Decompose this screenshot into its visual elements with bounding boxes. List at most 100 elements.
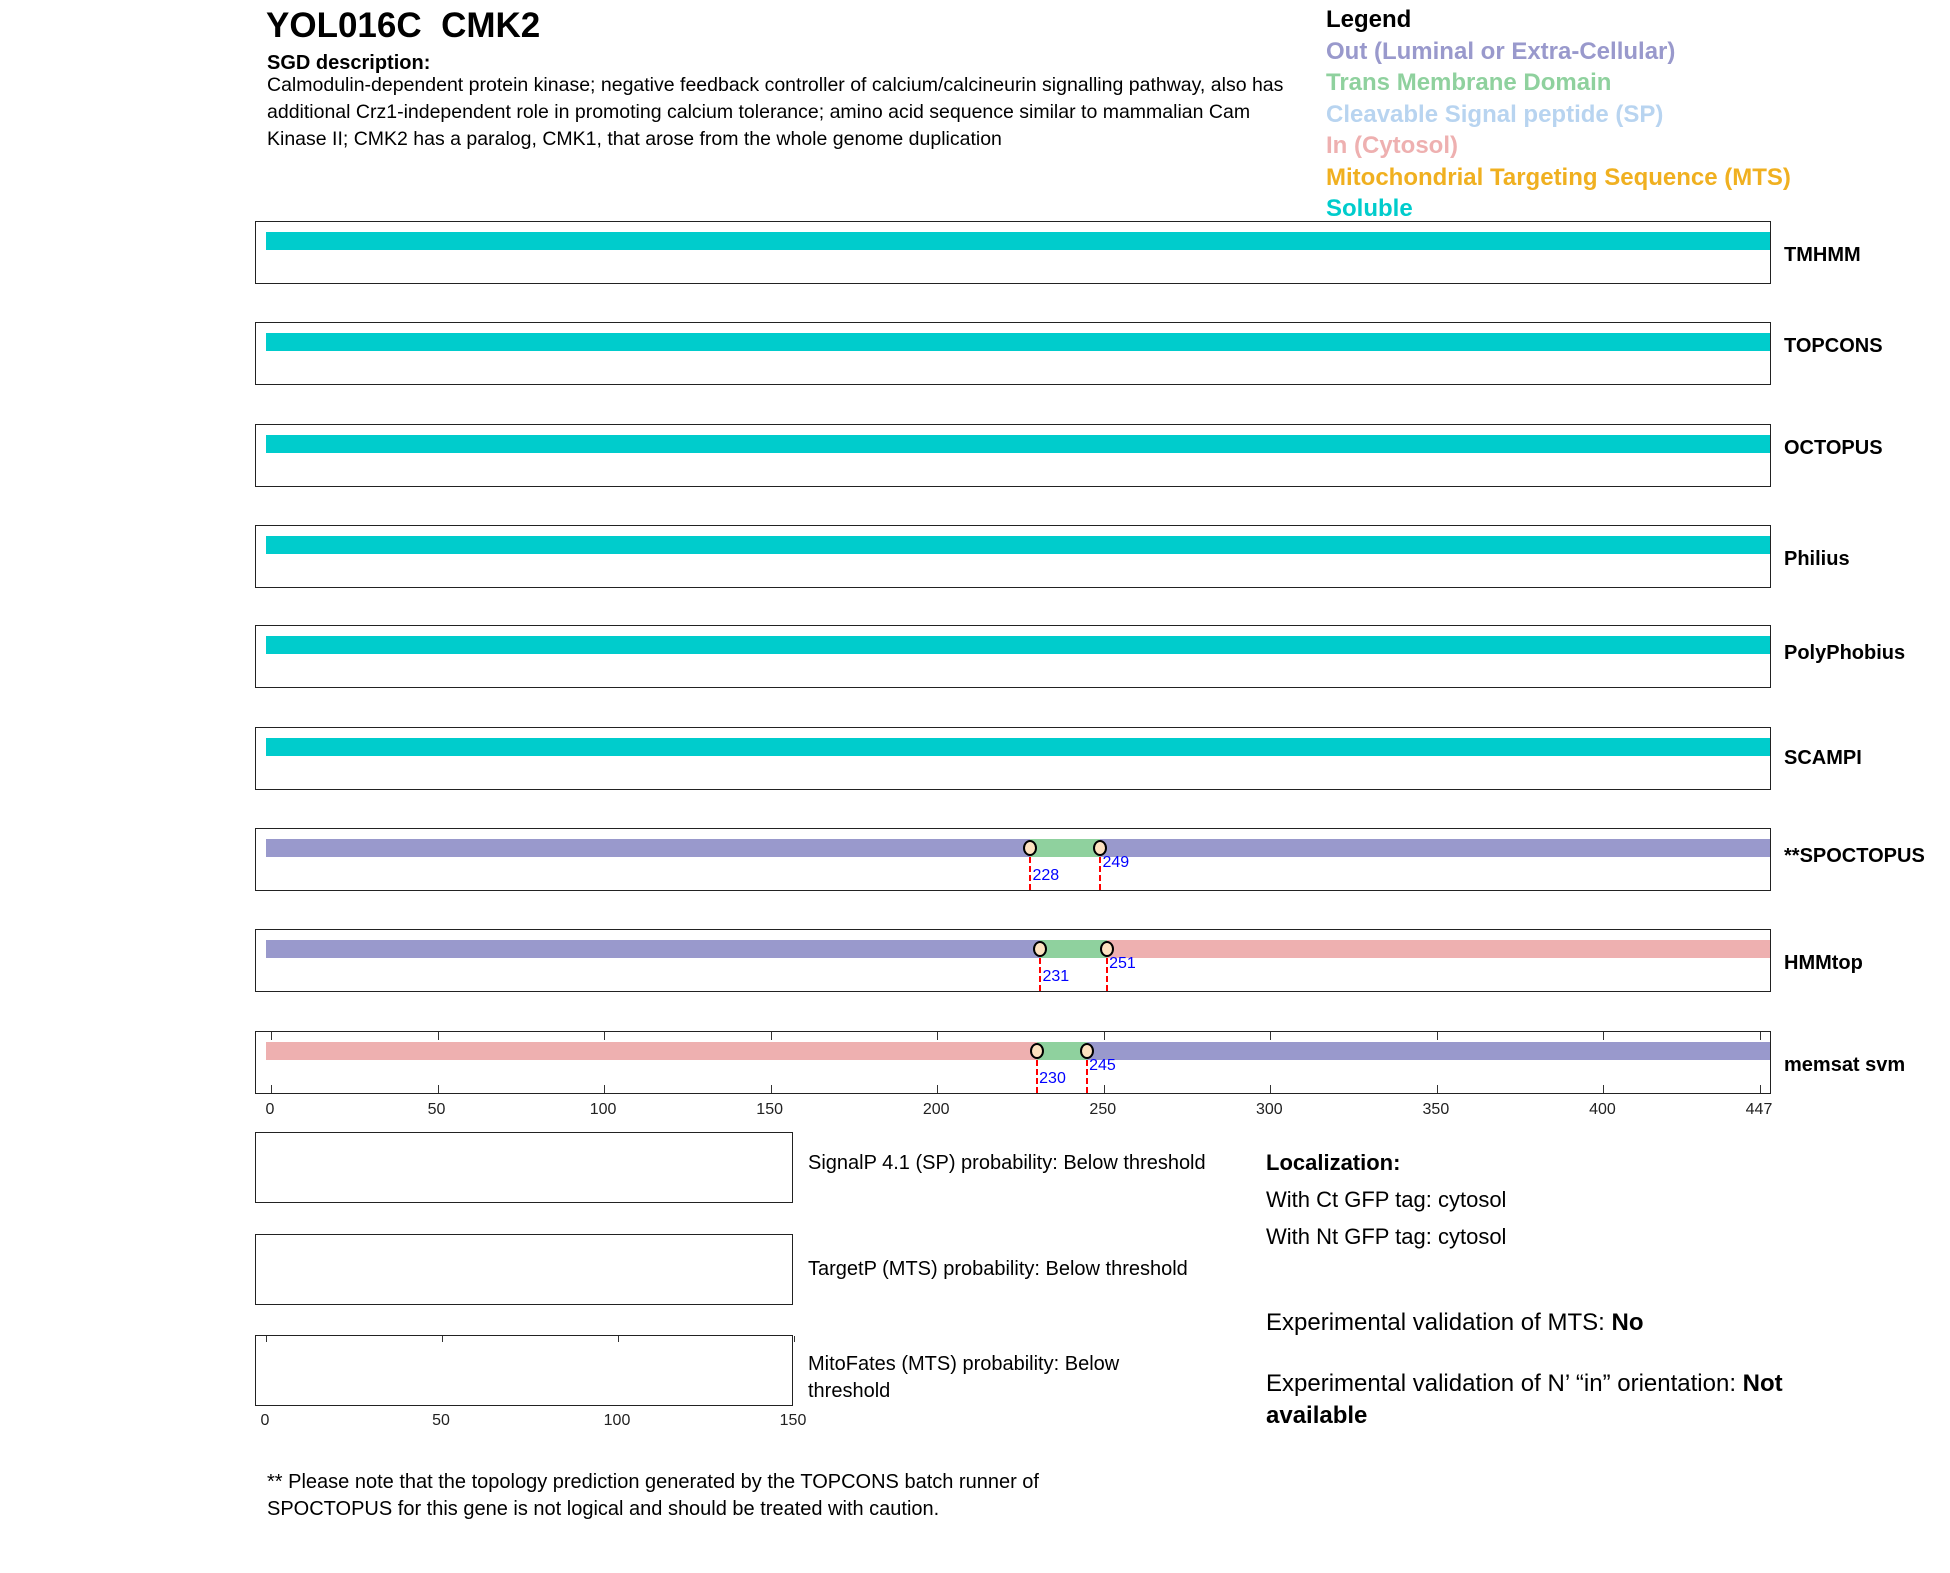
localization-title: Localization: xyxy=(1266,1150,1401,1175)
small-axis-tick-label: 150 xyxy=(779,1412,807,1429)
track-label: OCTOPUS xyxy=(1784,437,1883,459)
track-scampi xyxy=(255,727,1771,790)
track-label: SCAMPI xyxy=(1784,747,1862,769)
boundary-position-label: 245 xyxy=(1089,1057,1116,1074)
description-text: Calmodulin-dependent protein kinase; neg… xyxy=(267,74,1284,150)
small-axis-tick-mark xyxy=(618,1336,619,1342)
track-label: Philius xyxy=(1784,548,1850,570)
segment-tm xyxy=(1030,839,1101,857)
segment-soluble xyxy=(266,333,1770,351)
localization-nt-gfp: With Nt GFP tag: cytosol xyxy=(1266,1224,1507,1249)
signalp-plot xyxy=(255,1132,793,1203)
small-axis-tick-mark xyxy=(794,1336,795,1342)
axis-tick-mark xyxy=(1103,1032,1105,1040)
axis-tick-mark xyxy=(604,1085,606,1093)
boundary-marker xyxy=(1080,1043,1095,1059)
axis-tick-label: 100 xyxy=(589,1101,617,1118)
track-label: TMHMM xyxy=(1784,244,1861,266)
boundary-position-label: 231 xyxy=(1042,968,1070,985)
legend-item-tm: Trans Membrane Domain xyxy=(1326,69,1612,96)
axis-tick-mark xyxy=(1760,1032,1761,1040)
small-axis-tick-mark xyxy=(266,1336,267,1342)
axis-tick-label: 250 xyxy=(1089,1101,1117,1118)
track-polyphobius xyxy=(255,625,1771,688)
track-label: PolyPhobius xyxy=(1784,642,1906,664)
localization-ct-gfp: With Ct GFP tag: cytosol xyxy=(1266,1187,1507,1212)
segment-tm xyxy=(1037,1042,1088,1060)
axis-tick-mark xyxy=(271,1032,272,1040)
axis-tick-mark xyxy=(937,1032,939,1040)
boundary-position-label: 228 xyxy=(1032,867,1060,884)
track-tmhmm xyxy=(255,221,1771,284)
track-label: memsat svm xyxy=(1784,1054,1906,1076)
axis-tick-mark xyxy=(437,1032,439,1040)
boundary-line xyxy=(1036,1051,1039,1093)
n-in-validation-label: Experimental validation of N’ “in” orien… xyxy=(1266,1370,1743,1397)
legend-item-mts: Mitochondrial Targeting Sequence (MTS) xyxy=(1326,163,1791,191)
small-axis-tick-label: 0 xyxy=(260,1412,270,1429)
legend-item-in: In (Cytosol) xyxy=(1326,132,1458,159)
segment-tm xyxy=(1040,940,1108,958)
small-axis-tick-mark xyxy=(442,1336,443,1342)
axis-tick-label: 150 xyxy=(756,1101,784,1118)
axis-tick-mark xyxy=(1436,1085,1438,1093)
axis-tick-mark xyxy=(1436,1032,1438,1040)
boundary-line xyxy=(1086,1051,1089,1093)
axis-tick-mark xyxy=(1103,1085,1105,1093)
mts-validation-value: No xyxy=(1611,1309,1644,1336)
axis-tick-mark xyxy=(1603,1032,1605,1040)
segment-out xyxy=(1087,1042,1770,1060)
track-label: **SPOCTOPUS xyxy=(1784,845,1925,867)
mitofates-plot xyxy=(255,1335,795,1406)
axis-tick-mark xyxy=(271,1085,272,1093)
boundary-position-label: 230 xyxy=(1039,1070,1066,1087)
track-memsat-svm: 230 245 xyxy=(255,1031,1771,1094)
track-hmmtop: 231 251 xyxy=(255,929,1771,992)
track-octopus xyxy=(255,424,1771,487)
legend-item-sp: Cleavable Signal peptide (SP) xyxy=(1326,100,1664,128)
track-spoctopus: 228 249 xyxy=(255,828,1771,891)
segment-soluble xyxy=(266,536,1770,554)
segment-soluble xyxy=(266,435,1770,453)
track-topcons xyxy=(255,322,1771,385)
signalp-probability: SignalP 4.1 (SP) probability: Below thre… xyxy=(808,1152,1206,1174)
axis-tick-mark xyxy=(937,1085,939,1093)
axis-tick-mark xyxy=(437,1085,439,1093)
boundary-line xyxy=(1106,949,1109,991)
legend: Legend Out (Luminal or Extra-Cellular) T… xyxy=(1326,4,1791,225)
axis-tick-mark xyxy=(1760,1085,1761,1093)
legend-item-soluble: Soluble xyxy=(1326,195,1413,222)
boundary-line xyxy=(1099,848,1102,890)
mitofates-probability: MitoFates (MTS) probability: Below thres… xyxy=(808,1353,1120,1402)
small-axis-tick-label: 100 xyxy=(603,1412,631,1429)
n-in-validation-value: Not available xyxy=(1266,1370,1783,1429)
track-philius xyxy=(255,525,1771,588)
axis-tick-mark xyxy=(770,1085,772,1093)
track-label: HMMtop xyxy=(1784,952,1863,974)
axis-tick-mark xyxy=(770,1032,772,1040)
axis-tick-label: 0 xyxy=(265,1101,275,1118)
boundary-marker xyxy=(1023,840,1038,856)
segment-in xyxy=(1107,940,1770,958)
description-label: SGD description: xyxy=(267,52,431,74)
axis-tick-label: 50 xyxy=(427,1101,446,1118)
axis-tick-label: 300 xyxy=(1255,1101,1283,1118)
axis-tick-label: 200 xyxy=(922,1101,950,1118)
axis-tick-mark xyxy=(1270,1032,1272,1040)
axis-tick-mark xyxy=(1603,1085,1605,1093)
n-in-validation: Experimental validation of N’ “in” orien… xyxy=(1266,1368,1866,1432)
segment-out xyxy=(1100,839,1770,857)
targetp-plot xyxy=(255,1234,793,1305)
axis-tick-label: 447 xyxy=(1745,1101,1773,1118)
segment-soluble xyxy=(266,636,1770,654)
track-label: TOPCONS xyxy=(1784,335,1883,357)
segment-soluble xyxy=(266,232,1770,250)
axis-tick-label: 400 xyxy=(1589,1101,1616,1118)
mts-validation-label: Experimental validation of MTS: xyxy=(1266,1309,1612,1336)
legend-item-out: Out (Luminal or Extra-Cellular) xyxy=(1326,37,1676,65)
small-axis-tick-label: 50 xyxy=(432,1412,450,1429)
segment-in xyxy=(266,1042,1038,1060)
targetp-probability: TargetP (MTS) probability: Below thresho… xyxy=(808,1258,1188,1280)
boundary-marker xyxy=(1030,1043,1045,1059)
boundary-line xyxy=(1029,848,1032,890)
